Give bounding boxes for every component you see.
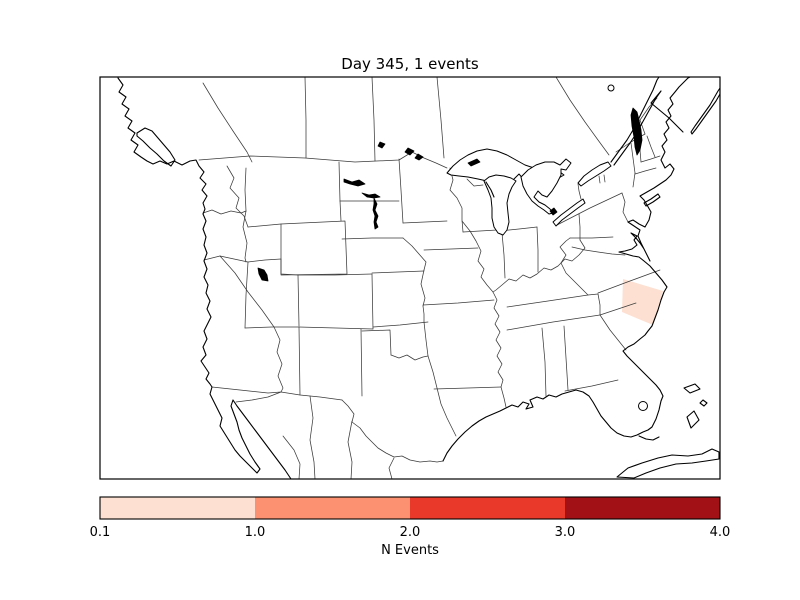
colorbar-segment-3 [410, 497, 565, 519]
coastlines [117, 77, 720, 479]
colorbar-segment-4 [565, 497, 720, 519]
colorbar-tick-2: 2.0 [400, 525, 421, 540]
coast-florida-keys [638, 435, 660, 441]
lake-st-clair [549, 207, 558, 216]
fort-peck-lake [343, 178, 366, 187]
isle-royale [467, 158, 481, 167]
event-cell [622, 279, 663, 325]
colorbar-tick-3: 3.0 [555, 525, 576, 540]
colorbar: 0.1 1.0 2.0 3.0 4.0 N Events [90, 496, 731, 558]
coast-nova-scotia [690, 87, 720, 135]
colorbar-outline [99, 496, 721, 520]
lake-oahe [372, 197, 379, 230]
great-salt-lake [257, 267, 269, 282]
colorbar-segment-1 [100, 497, 255, 519]
map-background [100, 77, 720, 479]
coast-pacific-baja [117, 77, 292, 479]
lake-sakakawea [361, 192, 381, 199]
colorbar-tick-0: 0.1 [90, 525, 111, 540]
map-frame [99, 76, 721, 480]
colorbar-segment-2 [255, 497, 410, 519]
coast-long-island [643, 193, 661, 207]
green-bay [485, 181, 495, 198]
colorbar-axis-label: N Events [381, 543, 439, 558]
lake-champlain [630, 107, 643, 156]
coast-cuba [616, 448, 720, 479]
lac-st-jean [607, 84, 615, 92]
colorbar-tick-1: 1.0 [245, 525, 266, 540]
colorbar-tick-4: 4.0 [710, 525, 731, 540]
coast-gulf-atlantic [442, 77, 691, 462]
coast-st-lawrence-north [610, 77, 660, 163]
lake-erie [552, 198, 586, 227]
lake-okeechobee [638, 401, 648, 411]
coast-bahamas [683, 383, 708, 429]
lake-ontario [577, 161, 612, 187]
coast-vancouver-island [136, 127, 176, 167]
lake-huron [520, 158, 572, 215]
map-axes [100, 77, 720, 479]
figure-title: Day 345, 1 events [341, 55, 479, 73]
lake-of-the-woods [377, 141, 424, 161]
lakes [257, 84, 648, 411]
lake-michigan [483, 174, 517, 236]
state-borders [198, 77, 661, 479]
